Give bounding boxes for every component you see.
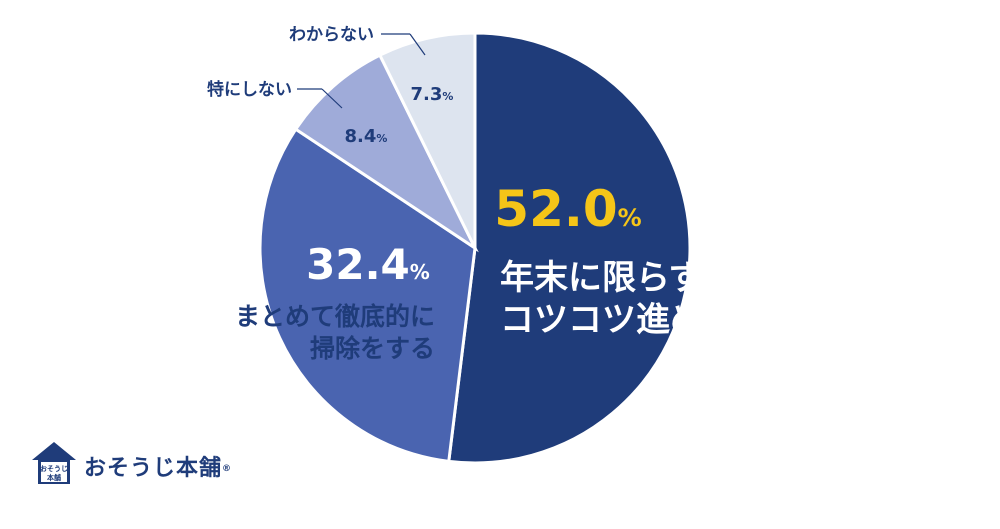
house-logo-icon: おそうじ 本舗 [32, 442, 76, 484]
slice-label-1-line2: 掃除をする [310, 334, 435, 363]
slice-label-0-line1: 年末に限らず [500, 258, 703, 298]
slice-labels: 52.0% 年末に限らず コツコツ進める 32.4% まとめて徹底的に 掃除をす… [207, 25, 738, 363]
logo-badge-top: おそうじ [40, 464, 68, 473]
pie-slice-3 [377, 31, 477, 249]
slice-label-0-line2: コツコツ進める [500, 300, 738, 340]
pie-slice-1 [258, 127, 477, 464]
slice-value-3: 7.3% [411, 84, 454, 105]
brand-logo: おそうじ 本舗 おそうじ本舗® [30, 438, 232, 486]
slice-label-1-line1: まとめて徹底的に [235, 302, 435, 331]
slice-value-1: 32.4% [306, 240, 430, 289]
pie-slices [258, 31, 692, 465]
slice-value-2: 8.4% [345, 126, 388, 147]
registered-mark: ® [222, 464, 233, 474]
leader-line-wakaranai-2 [409, 33, 426, 56]
pie-slice-2 [293, 53, 479, 253]
logo-text: おそうじ本舗 [84, 456, 223, 481]
logo-badge-bottom: 本舗 [46, 473, 61, 482]
slice-label-3: わからない [289, 25, 374, 45]
slice-label-2: 特にしない [207, 79, 292, 100]
leader-lines [297, 33, 426, 109]
slice-value-0: 52.0% [494, 180, 641, 238]
leader-line-tokuni-2 [321, 88, 343, 109]
pie-slice-0 [447, 31, 692, 465]
